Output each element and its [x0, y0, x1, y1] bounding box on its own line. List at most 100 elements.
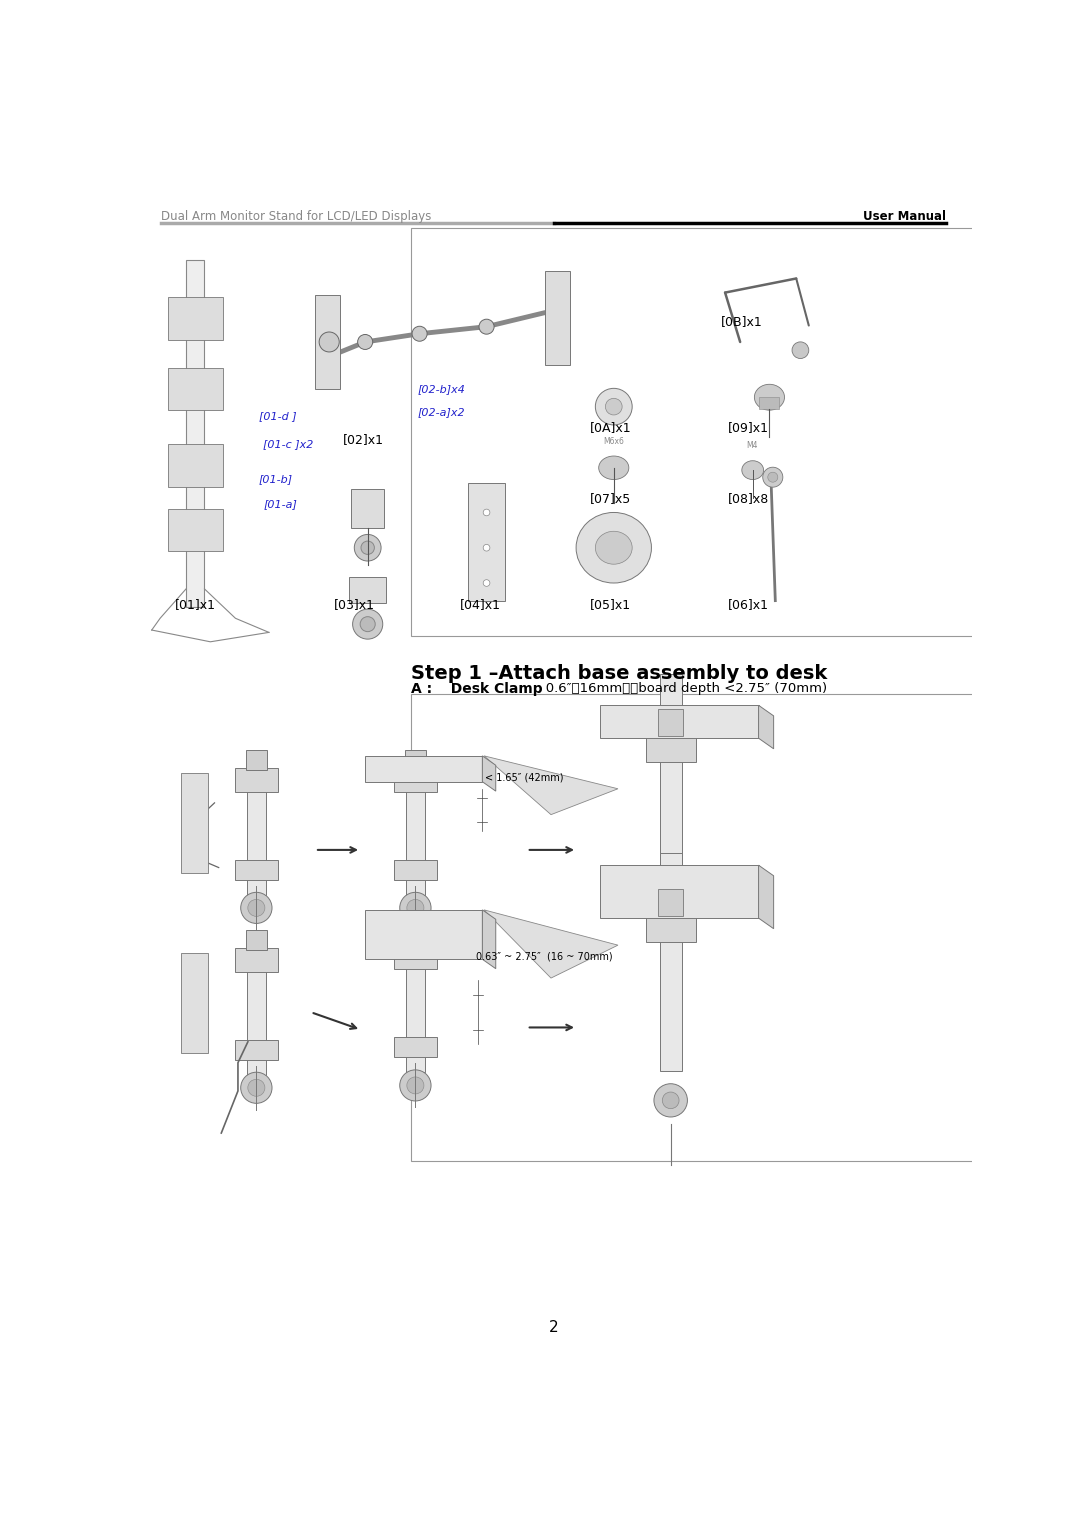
Text: < 1.65″ (42mm): < 1.65″ (42mm) [485, 773, 564, 782]
Text: 0.6″（16mm）＜board depth <2.75″ (70mm): 0.6″（16mm）＜board depth <2.75″ (70mm) [534, 683, 827, 695]
Ellipse shape [606, 399, 622, 415]
Polygon shape [758, 705, 773, 748]
Text: [01-c ]x2: [01-c ]x2 [264, 440, 313, 449]
Bar [315, 295, 340, 389]
Ellipse shape [792, 342, 809, 359]
Ellipse shape [361, 541, 375, 554]
Bar [411, 693, 1080, 1162]
Ellipse shape [413, 327, 427, 341]
Text: [05]x1: [05]x1 [590, 597, 631, 611]
Text: [02-b]x4: [02-b]x4 [418, 383, 465, 394]
Ellipse shape [742, 461, 764, 479]
Bar [405, 750, 427, 770]
Bar [235, 768, 278, 793]
Bar [349, 577, 387, 603]
Ellipse shape [662, 889, 679, 906]
Bar [168, 368, 222, 411]
Bar [660, 673, 681, 867]
Text: [01-a]: [01-a] [264, 499, 297, 508]
Text: [08]x8: [08]x8 [728, 492, 769, 505]
Bar [394, 945, 436, 970]
Ellipse shape [654, 880, 688, 913]
Bar [245, 930, 267, 950]
Bar [394, 860, 436, 880]
Text: [02-a]x2: [02-a]x2 [418, 408, 465, 417]
Bar [365, 910, 483, 959]
Text: Dual Arm Monitor Stand for LCD/LED Displays: Dual Arm Monitor Stand for LCD/LED Displ… [161, 209, 435, 223]
Ellipse shape [247, 899, 265, 916]
Ellipse shape [357, 334, 373, 350]
Bar [245, 750, 267, 770]
Bar [394, 768, 436, 793]
Ellipse shape [768, 472, 778, 483]
Bar [411, 228, 1080, 635]
Ellipse shape [353, 609, 382, 640]
Ellipse shape [662, 1092, 679, 1109]
Bar [406, 760, 424, 895]
Polygon shape [483, 910, 496, 968]
Bar [545, 272, 570, 365]
Bar [235, 948, 278, 971]
Text: M6x6: M6x6 [604, 437, 624, 446]
Bar [365, 756, 483, 782]
Text: [07]x5: [07]x5 [590, 492, 631, 505]
Bar [394, 1037, 436, 1057]
Ellipse shape [598, 457, 629, 479]
Text: User Manual: User Manual [863, 209, 946, 223]
Bar [168, 298, 222, 339]
Bar [406, 938, 424, 1072]
Bar [235, 1040, 278, 1060]
Ellipse shape [654, 1084, 688, 1116]
Ellipse shape [400, 1070, 431, 1101]
Text: [0A]x1: [0A]x1 [590, 421, 631, 434]
Bar [599, 705, 758, 738]
Ellipse shape [483, 580, 490, 586]
Bar [186, 260, 204, 606]
Ellipse shape [407, 899, 424, 916]
Bar [351, 489, 384, 528]
Ellipse shape [483, 508, 490, 516]
Bar [658, 709, 684, 736]
Bar [168, 444, 222, 487]
Bar [468, 483, 505, 600]
Ellipse shape [247, 1080, 265, 1096]
Ellipse shape [320, 331, 339, 351]
Text: [06]x1: [06]x1 [728, 597, 769, 611]
Bar [181, 953, 207, 1054]
Polygon shape [758, 866, 773, 928]
Text: [0B]x1: [0B]x1 [721, 316, 762, 328]
Bar [181, 774, 207, 873]
Ellipse shape [595, 388, 632, 425]
Text: Desk Clamp: Desk Clamp [442, 683, 543, 696]
Text: [09]x1: [09]x1 [728, 421, 769, 434]
Text: [04]x1: [04]x1 [460, 597, 501, 611]
Polygon shape [484, 910, 618, 979]
Text: 2: 2 [549, 1319, 558, 1335]
Bar [235, 860, 278, 880]
Text: [02]x1: [02]x1 [342, 434, 383, 446]
Ellipse shape [354, 534, 381, 560]
Text: A :: A : [411, 683, 432, 696]
Bar [759, 397, 780, 409]
Bar [658, 889, 684, 916]
Text: 0.63″ ~ 2.75″  (16 ~ 70mm): 0.63″ ~ 2.75″ (16 ~ 70mm) [475, 951, 612, 962]
Bar [247, 760, 266, 895]
Ellipse shape [576, 513, 651, 583]
Ellipse shape [360, 617, 375, 632]
Text: [01-d ]: [01-d ] [259, 411, 297, 421]
Bar [168, 508, 222, 551]
Ellipse shape [241, 892, 272, 924]
Ellipse shape [241, 1072, 272, 1104]
Text: M4: M4 [746, 441, 757, 450]
Polygon shape [483, 756, 496, 791]
Bar [646, 915, 696, 942]
Text: [01]x1: [01]x1 [175, 597, 216, 611]
Ellipse shape [480, 319, 494, 334]
Ellipse shape [483, 545, 490, 551]
Ellipse shape [754, 385, 784, 411]
Bar [646, 734, 696, 762]
Polygon shape [484, 756, 618, 814]
Ellipse shape [762, 467, 783, 487]
Text: [03]x1: [03]x1 [334, 597, 375, 611]
Text: [01-b]: [01-b] [259, 475, 293, 484]
